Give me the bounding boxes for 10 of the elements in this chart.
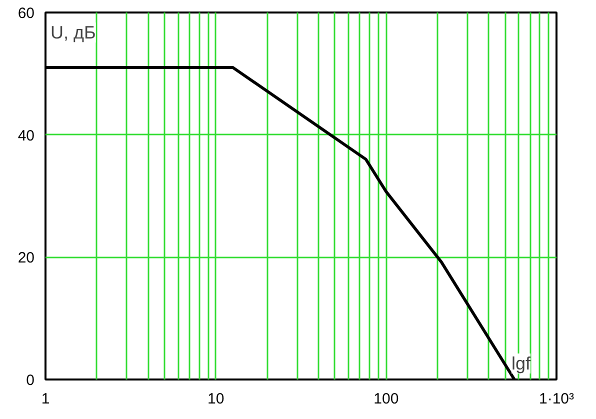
x-axis-title: lgf bbox=[512, 354, 532, 374]
y-axis-title: U, дБ bbox=[50, 22, 96, 42]
x-tick-label: 1·10³ bbox=[538, 390, 574, 408]
y-tick-label: 60 bbox=[18, 5, 35, 22]
y-tick-label: 0 bbox=[26, 372, 34, 389]
y-tick-label: 40 bbox=[18, 127, 35, 144]
x-tick-label: 100 bbox=[374, 390, 399, 408]
x-tick-label: 10 bbox=[207, 390, 224, 408]
x-tick-label: 1 bbox=[41, 390, 50, 408]
y-tick-label: 20 bbox=[18, 250, 35, 267]
